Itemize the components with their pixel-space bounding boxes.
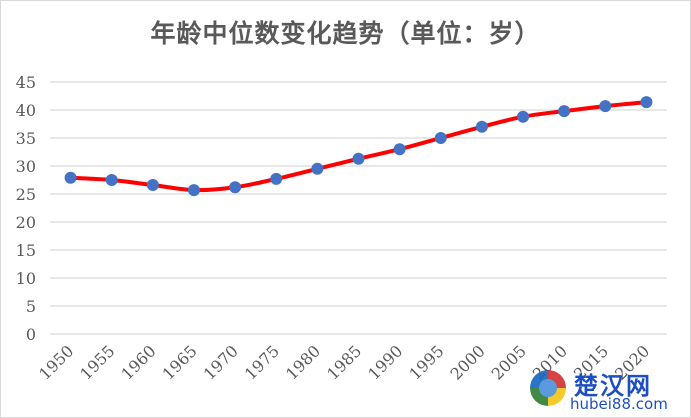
data-point [311,162,324,175]
data-point [393,143,406,156]
data-point [352,152,365,165]
globe-logo-icon [530,370,566,406]
x-tick-label: 1980 [282,341,324,383]
x-tick-label: 1965 [159,341,201,383]
x-tick-label: 1970 [200,341,242,383]
x-tick-label: 1950 [35,341,77,383]
x-tick-label: 1995 [405,341,447,383]
data-point [187,184,200,197]
series-markers [64,96,653,197]
data-point [640,96,653,109]
y-tick-label: 35 [16,129,36,148]
data-point [558,105,571,118]
data-point [434,132,447,144]
y-tick-label: 10 [16,269,36,288]
y-tick-label: 5 [26,297,36,316]
data-point [599,100,612,113]
y-tick-label: 20 [16,213,36,232]
watermark-cn: 楚汉网 [574,372,652,400]
data-point [105,174,118,186]
x-tick-label: 2005 [488,341,530,383]
watermark-en: hubei88.com [570,395,668,413]
y-tick-label: 40 [16,101,36,120]
x-tick-label: 1960 [117,341,159,383]
x-tick-label: 1975 [241,341,283,383]
data-point [229,181,242,194]
data-point [270,172,283,185]
y-tick-label: 25 [16,185,36,204]
gridlines [50,81,667,335]
x-tick-label: 1990 [364,341,406,383]
y-axis-ticks: 0 5 10 15 20 25 30 35 40 45 [16,73,36,344]
data-point [517,110,530,123]
y-tick-label: 0 [26,325,36,344]
x-tick-label: 1955 [76,341,118,383]
x-tick-label: 1985 [323,341,365,383]
y-tick-label: 30 [16,157,36,176]
data-point [146,179,159,192]
x-tick-label: 2000 [447,341,489,383]
y-tick-label: 15 [16,241,36,260]
data-point [475,120,488,133]
chart-title: 年龄中位数变化趋势（单位：岁） [150,19,541,48]
y-tick-label: 45 [16,73,36,92]
data-point [64,171,77,184]
watermark: 楚汉网 hubei88.com [528,366,688,414]
